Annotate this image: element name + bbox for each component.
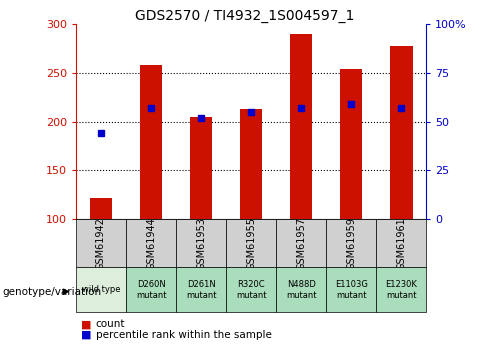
Text: R320C
mutant: R320C mutant [236,280,267,299]
Text: GSM61953: GSM61953 [196,217,206,270]
Bar [126,267,176,312]
Text: GSM61955: GSM61955 [246,217,256,270]
Text: GSM61944: GSM61944 [146,217,156,269]
Bar [276,267,326,312]
Bar [376,267,426,312]
Text: wild type: wild type [82,285,120,294]
Text: E1230K
mutant: E1230K mutant [385,280,417,299]
Text: GDS2570 / TI4932_1S004597_1: GDS2570 / TI4932_1S004597_1 [135,9,355,23]
Bar [326,219,376,267]
Bar [90,198,112,219]
Text: ■: ■ [81,319,91,329]
Text: percentile rank within the sample: percentile rank within the sample [96,330,271,339]
Bar [190,117,212,219]
Text: GSM61961: GSM61961 [396,217,406,269]
Text: genotype/variation: genotype/variation [2,287,101,296]
Bar [340,69,363,219]
Bar [226,219,276,267]
Text: count: count [96,319,125,329]
Text: GSM61957: GSM61957 [296,217,306,270]
Text: GSM61942: GSM61942 [96,217,106,270]
Bar [326,267,376,312]
Text: N488D
mutant: N488D mutant [286,280,317,299]
Bar [290,34,313,219]
Bar [126,219,176,267]
Bar [276,219,326,267]
Bar [76,267,126,312]
Bar [140,65,162,219]
Bar [76,219,126,267]
Text: D260N
mutant: D260N mutant [136,280,166,299]
Bar [176,267,226,312]
Bar [390,46,413,219]
Text: E1103G
mutant: E1103G mutant [335,280,368,299]
Bar [176,219,226,267]
Bar [376,219,426,267]
Text: GSM61959: GSM61959 [346,217,356,270]
Bar [240,109,262,219]
Text: ■: ■ [81,330,91,339]
Bar [226,267,276,312]
Text: D261N
mutant: D261N mutant [186,280,216,299]
